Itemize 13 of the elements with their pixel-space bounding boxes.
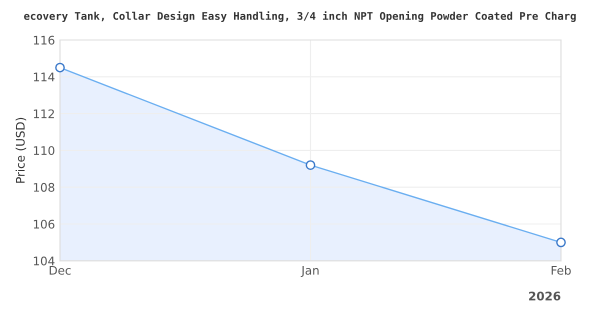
x-tick-label: Jan — [300, 266, 319, 277]
y-tick-label: 112 — [34, 109, 54, 118]
chart-title: ecovery Tank, Collar Design Easy Handling, 3/4 inch NPT Opening Powder Coated Pre Charg — [24, 11, 576, 22]
y-tick-label: 104 — [34, 256, 54, 266]
y-axis-title: Price (USD) — [16, 118, 26, 183]
y-tick-label: 108 — [34, 182, 54, 192]
y-tick-label: 116 — [34, 36, 54, 45]
x-tick-label: Feb — [552, 266, 571, 275]
y-tick-label: 106 — [34, 220, 54, 229]
annotation: 2026 — [529, 292, 560, 300]
y-tick-label: 114 — [34, 72, 54, 82]
x-tick-label: Dec — [50, 266, 71, 275]
y-tick-label: 110 — [34, 146, 54, 156]
